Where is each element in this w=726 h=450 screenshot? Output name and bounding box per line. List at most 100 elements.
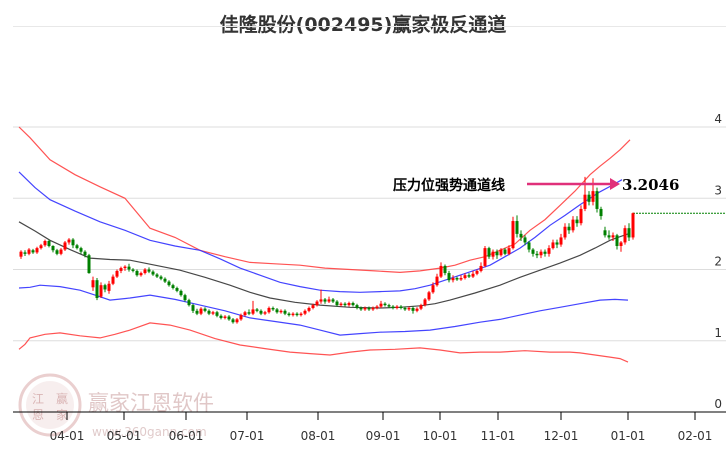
candle-up [251,300,255,316]
y-tick-label: 3 [714,183,722,197]
candle-down [599,206,603,220]
x-tick-label: 02-01 [678,429,713,443]
candle-up [551,239,555,250]
x-tick-label: 05-01 [107,429,142,443]
candle-up [579,205,583,226]
candle-down [155,273,159,279]
candle-down [215,310,219,318]
candle-up [243,310,247,317]
watermark-logo-char: 赢 [56,391,68,406]
candle-down [95,278,99,301]
x-axis: 04-01 05-01 06-01 07-01 08-01 09-01 10-01 11-01… [13,411,726,443]
candle-up [99,282,103,298]
candle-up [419,303,423,311]
candle-up [39,243,43,250]
candle-down [191,303,195,313]
candle-up [111,274,115,286]
candle-down [399,305,403,310]
candle-up [347,301,351,307]
candle-down [175,286,179,293]
candle-down [495,249,499,259]
watermark-logo-char: 恩 [32,408,44,422]
x-tick-label: 08-01 [301,429,336,443]
candle-up [67,238,71,245]
candle-down [275,307,279,314]
candle-down [151,270,155,276]
candle-down [51,245,55,253]
lower-outer-band [18,322,629,363]
candle-down [23,250,27,256]
candle-up [35,246,39,254]
watermark-logo-char: 家 [56,407,68,422]
candle-down [359,306,363,311]
candle-down [255,307,259,313]
candle-down [131,268,135,273]
candle-down [31,248,35,254]
candle-down [323,298,327,304]
candle-down [55,248,59,256]
candle-down [71,238,75,249]
watermark-logo-icon: 江 赢 恩 家 [18,373,82,437]
candle-down [503,248,507,256]
candle-up [571,216,575,233]
annotation-value: 3.2046 [622,176,679,194]
watermark-logo-char: 江 [32,392,44,406]
candle-up [143,268,147,275]
candle-up [375,305,379,310]
candle-down [403,306,407,311]
x-tick-label: 10-01 [423,429,458,443]
x-tick-label: 01-01 [611,429,646,443]
candle-down [487,246,491,259]
candle-up [471,270,475,279]
x-tick-label: 04-01 [50,429,85,443]
candle-down [411,306,415,314]
candle-down [615,233,619,250]
candle-up [119,266,123,274]
candle-up [459,275,463,281]
candle-down [227,315,231,321]
arrow-right-icon [527,178,620,190]
candle-up [307,306,311,313]
watermark: 江 赢 恩 家 赢家江恩软件 www.360gann.com [18,373,214,439]
x-tick-label: 09-01 [366,429,401,443]
candle-up [547,245,551,257]
candle-up [279,309,283,314]
candle-up [611,232,615,241]
candle-up [115,269,119,279]
candle-down [603,226,607,238]
candle-down [87,253,91,274]
candle-up [59,248,63,256]
channel-lines [18,126,631,363]
title-divider [13,26,726,27]
candle-down [203,307,207,313]
annotation: 压力位强势通道线 3.2046 [393,176,679,194]
upper-inner-band [18,171,623,293]
candle-up [363,306,367,311]
candle-up [395,305,399,310]
candle-down [555,239,559,249]
candle-down [387,303,391,308]
candle-down [595,187,599,213]
x-tick-label: 06-01 [169,429,204,443]
candle-down [195,308,199,316]
candle-down [627,223,631,241]
candle-up [475,269,479,276]
candle-down [79,246,83,254]
candle-up [19,250,23,259]
candle-down [447,270,451,283]
candle-up [483,245,487,268]
candle-up [319,289,323,304]
chart-title: 佳隆股份(002495)赢家极反通道 [219,14,507,36]
candle-down [607,230,611,240]
candle-up [91,276,95,291]
candle-down [103,283,107,293]
y-tick-label: 2 [714,255,722,269]
candle-up [223,315,227,320]
candle-down [543,249,547,257]
candle-up [427,290,431,301]
candle-down [391,305,395,310]
x-tick-label: 07-01 [230,429,265,443]
candle-down [135,269,139,277]
lower-inner-band [18,284,629,336]
candle-down [351,301,355,307]
